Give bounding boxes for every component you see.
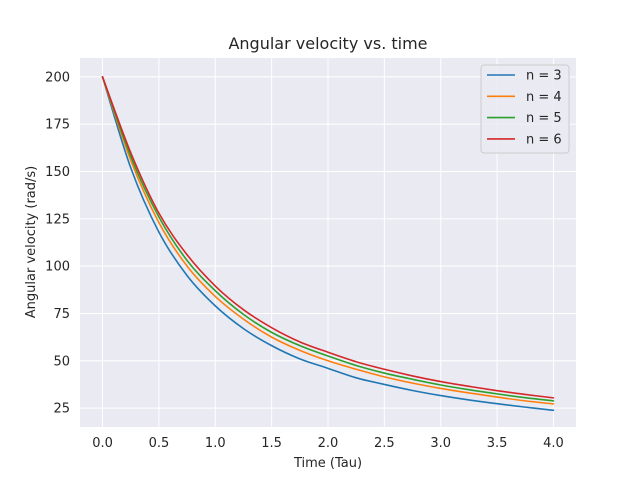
legend: n = 3 n = 4 n = 5 n = 6	[480, 64, 570, 154]
x-axis-label: Time (Tau)	[293, 456, 362, 471]
x-tick-label: 3.0	[430, 436, 451, 451]
series-line-2	[101, 76, 555, 405]
y-tick-label: 100	[45, 260, 70, 275]
y-tick-label: 150	[45, 165, 70, 180]
x-tick-label: 2.5	[374, 436, 395, 451]
x-tick-label: 0.5	[149, 436, 170, 451]
x-tick-label: 3.5	[487, 436, 508, 451]
x-tick-label: 2.0	[318, 436, 339, 451]
y-axis-label: Angular velocity (rad/s)	[24, 166, 39, 318]
y-tick-label: 25	[53, 402, 70, 417]
series-layer	[101, 76, 555, 412]
y-tick-label: 175	[45, 118, 70, 133]
x-tick-label: 4.0	[543, 436, 564, 451]
legend-label-3: n = 5	[526, 111, 562, 126]
series-line-3	[101, 76, 555, 402]
x-tick-label: 1.0	[205, 436, 226, 451]
x-tick-label: 1.5	[261, 436, 282, 451]
legend-label-2: n = 4	[526, 90, 562, 105]
y-tick-label: 200	[45, 70, 70, 85]
y-tick-label: 50	[53, 354, 70, 369]
series-line-4	[101, 76, 555, 399]
y-tick-label: 125	[45, 212, 70, 227]
legend-label-1: n = 3	[526, 69, 562, 84]
x-tick-label: 0.0	[92, 436, 113, 451]
legend-box	[480, 64, 570, 154]
x-axis-ticks: 0.0 0.5 1.0 1.5 2.0 2.5 3.0 3.5 4.0	[92, 436, 564, 451]
legend-label-4: n = 6	[526, 132, 562, 147]
series-line-1	[101, 76, 555, 412]
y-tick-label: 75	[53, 307, 70, 322]
y-axis-ticks: 25 50 75 100 125 150 175 200	[45, 70, 70, 416]
chart-title: Angular velocity vs. time	[228, 34, 427, 53]
